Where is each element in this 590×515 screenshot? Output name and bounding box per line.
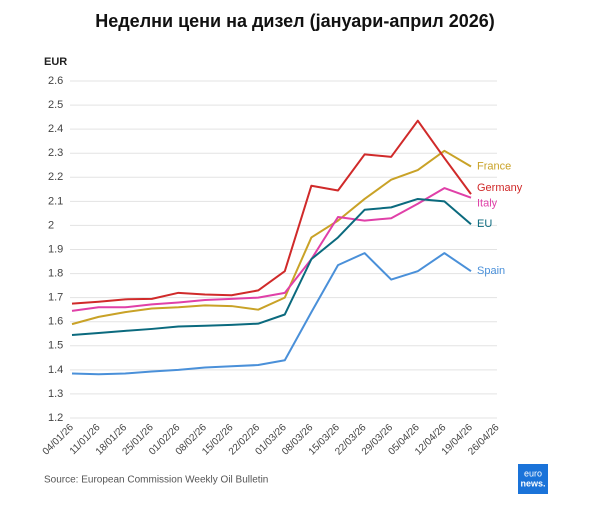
series-line	[71, 119, 472, 305]
y-tick-label: 1.3	[48, 388, 63, 400]
y-tick-label: 2.6	[48, 75, 63, 87]
logo-text: news.	[520, 478, 545, 488]
series-label: EU	[477, 218, 492, 230]
y-tick-label: 1.8	[48, 267, 63, 279]
y-tick-label: 1.5	[48, 340, 63, 352]
series-label: France	[477, 160, 511, 172]
y-tick-label: 2.5	[48, 99, 63, 111]
y-tick-label: 2.3	[48, 147, 63, 159]
series-label: Germany	[477, 182, 523, 194]
series-label: Italy	[477, 198, 498, 210]
series-label: Spain	[477, 265, 505, 277]
series-line	[71, 149, 472, 326]
y-tick-label: 2.1	[48, 195, 63, 207]
y-tick-label: 1.7	[48, 292, 63, 304]
source: Source: European Commission Weekly Oil B…	[44, 475, 268, 486]
y-axis-label: EUR	[44, 56, 67, 68]
y-tick-label: 2.4	[48, 123, 63, 135]
y-tick-label: 1.2	[48, 412, 63, 424]
logo-box	[518, 464, 548, 494]
series-line	[71, 197, 472, 336]
series-line	[71, 187, 472, 312]
y-tick-label: 2	[48, 219, 54, 231]
logo-text: euro	[524, 468, 542, 478]
chart-title: Неделни цени на дизел (јануари-април 202…	[95, 11, 495, 31]
series-line	[71, 252, 472, 376]
y-tick-label: 1.9	[48, 243, 63, 255]
y-tick-label: 1.6	[48, 316, 63, 328]
y-tick-label: 2.2	[48, 171, 63, 183]
y-tick-label: 1.4	[48, 364, 63, 376]
